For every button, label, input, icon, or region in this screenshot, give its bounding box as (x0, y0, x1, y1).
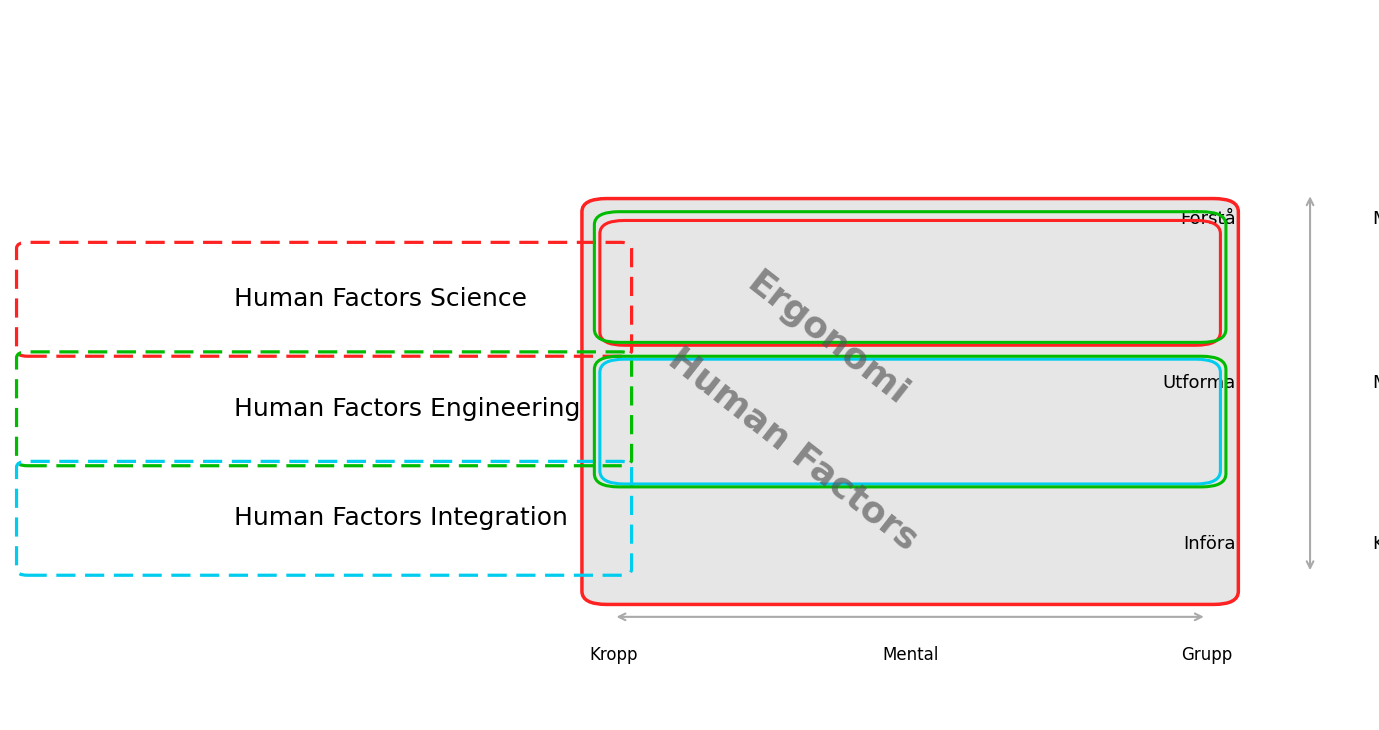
Text: Ergonomi: Ergonomi (741, 266, 914, 412)
Text: Human Factors Engineering: Human Factors Engineering (234, 397, 581, 420)
Text: Människa: Människa (1372, 210, 1379, 228)
Text: Maskin: Maskin (1372, 374, 1379, 392)
Text: Kunskap: Kunskap (1372, 535, 1379, 553)
Text: Human Factors Integration: Human Factors Integration (234, 507, 568, 530)
Text: Grupp: Grupp (1180, 646, 1233, 664)
Text: Utforma: Utforma (1162, 374, 1236, 392)
Text: Förstå: Förstå (1180, 210, 1236, 228)
Text: Införa: Införa (1183, 535, 1236, 553)
Text: Human Factors: Human Factors (662, 341, 924, 557)
FancyBboxPatch shape (582, 199, 1238, 604)
Text: Mental: Mental (883, 646, 938, 664)
Text: Kropp: Kropp (589, 646, 638, 664)
Text: Human Factors Science: Human Factors Science (234, 288, 527, 311)
